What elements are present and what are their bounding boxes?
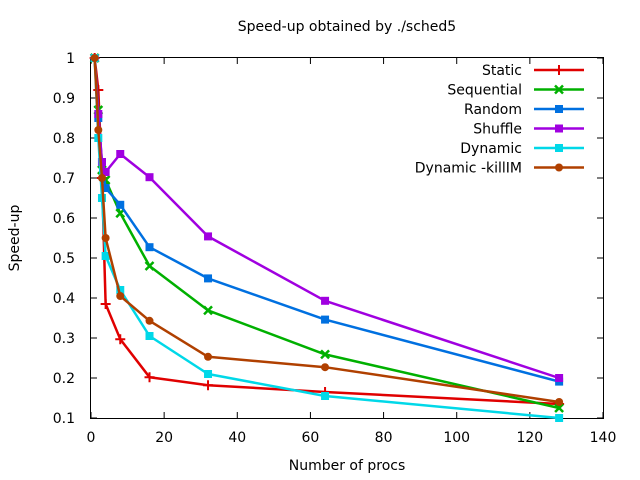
data-point-dynamic-killim [90, 54, 99, 62]
data-point-dynamic [204, 370, 213, 378]
y-tick-label: 0.7 [53, 171, 75, 187]
x-tick-label: 40 [228, 430, 246, 446]
legend-label-sequential: Sequential [447, 83, 522, 99]
x-tick-label: 140 [590, 430, 617, 446]
data-point-shuffle [116, 150, 125, 158]
legend-label-static: Static [482, 63, 522, 79]
legend-marker-sequential [554, 84, 564, 95]
y-axis-label: Speed-up [7, 205, 23, 272]
data-point-dynamic [321, 392, 330, 400]
legend-label-shuffle: Shuffle [473, 122, 522, 138]
data-point-random [116, 200, 125, 209]
data-point-dynamic-killim [145, 316, 154, 325]
data-point-shuffle [204, 232, 213, 241]
y-tick-label: 0.5 [53, 251, 75, 267]
x-tick-label: 0 [87, 430, 96, 446]
legend-marker-dynamic-killim [555, 163, 563, 172]
data-point-dynamic-killim [321, 363, 330, 372]
y-tick-label: 0.1 [53, 411, 75, 427]
y-tick-label: 0.4 [53, 291, 75, 307]
data-point-random [204, 274, 213, 283]
data-point-random [101, 184, 110, 192]
axis-ticks: 0 20 40 60 80 100 120 140 0.1 0.2 0.3 0.4 0.5 0.6 0.7 0… [53, 51, 617, 446]
legend-marker-dynamic [555, 144, 563, 152]
data-point-dynamic-killim [555, 398, 564, 406]
data-point-shuffle [145, 173, 154, 182]
y-tick-label: 1 [66, 51, 75, 67]
data-point-shuffle [321, 296, 330, 305]
legend-marker-shuffle [555, 124, 563, 133]
data-point-random [321, 315, 330, 324]
data-point-dynamic-killim [97, 174, 106, 182]
data-point-dynamic-killim [116, 292, 125, 300]
legend-marker-static [554, 65, 564, 75]
data-point-sequential [320, 349, 330, 360]
y-tick-label: 0.2 [53, 371, 75, 387]
series-dynamic-killim [90, 54, 564, 406]
x-axis-label: Number of procs [289, 458, 406, 474]
x-tick-label: 80 [375, 430, 393, 446]
data-point-dynamic-killim [204, 352, 213, 361]
y-tick-label: 0.6 [53, 211, 75, 227]
legend: Static Sequential Random Shuffle Dynamic Dyna… [415, 63, 584, 177]
y-tick-label: 0.3 [53, 331, 75, 347]
x-tick-label: 60 [302, 430, 320, 446]
data-point-static [100, 299, 111, 309]
legend-label-dynamic-killim: Dynamic -killIM [415, 161, 522, 177]
x-tick-label: 20 [155, 430, 173, 446]
y-tick-label: 0.8 [53, 131, 75, 147]
y-tick-label: 0.9 [53, 91, 75, 107]
data-point-dynamic [555, 414, 564, 422]
chart-title: Speed-up obtained by ./sched5 [238, 19, 456, 35]
data-point-sequential [554, 403, 564, 413]
data-point-dynamic [145, 332, 154, 340]
plot-frame [90, 57, 604, 419]
legend-marker-random [555, 105, 563, 113]
series-group [89, 53, 565, 422]
legend-label-dynamic: Dynamic [460, 141, 522, 157]
data-point-random [145, 243, 154, 252]
x-tick-label: 100 [443, 430, 470, 446]
data-point-sequential [203, 305, 213, 316]
data-point-static [144, 372, 155, 383]
data-point-dynamic-killim [94, 126, 103, 134]
data-point-sequential [144, 261, 155, 271]
x-tick-label: 120 [516, 430, 543, 446]
data-point-dynamic-killim [101, 234, 110, 242]
data-point-shuffle [555, 374, 564, 382]
data-point-dynamic [101, 252, 110, 260]
data-point-dynamic [116, 286, 125, 294]
data-point-static [115, 334, 126, 345]
data-point-static [203, 380, 214, 391]
legend-label-random: Random [464, 102, 522, 118]
data-point-shuffle [101, 168, 110, 176]
